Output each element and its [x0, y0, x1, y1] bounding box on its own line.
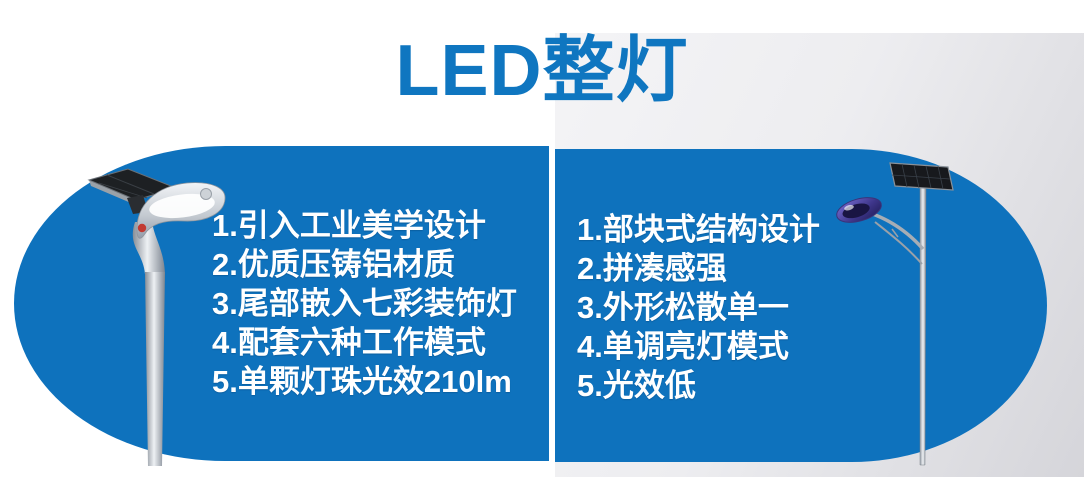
feature-item: 2.优质压铸铝材质 [212, 247, 455, 282]
feature-item: 3.尾部嵌入七彩装饰灯 [212, 286, 517, 321]
slide-title: LED整灯 [395, 31, 689, 111]
arm-strut [874, 221, 923, 265]
left-feature-list: 1.引入工业美学设计 2.优质压铸铝材质 3.尾部嵌入七彩装饰灯 4.配套六种工… [212, 206, 517, 401]
lamp-pole [919, 186, 927, 466]
modern-led-street-lamp-icon [87, 168, 226, 466]
feature-item: 4.配套六种工作模式 [212, 325, 486, 360]
head-sensor [200, 188, 212, 200]
solar-street-lamp-icon [836, 162, 954, 466]
feature-item: 2.拼凑感强 [577, 251, 727, 286]
feature-item: 1.引入工业美学设计 [212, 208, 486, 243]
solar-panel [889, 162, 954, 191]
lamp-pole [145, 272, 165, 466]
red-indicator [137, 223, 147, 233]
right-feature-panel [555, 149, 1047, 462]
lamp-head [836, 197, 882, 223]
panel-edge [89, 180, 138, 206]
feature-item: 4.单调亮灯模式 [577, 329, 789, 364]
lamp-arm [869, 211, 925, 251]
lamp-glow [149, 193, 215, 219]
feature-item: 5.光效低 [577, 368, 696, 403]
feature-item: 3.外形松散单一 [577, 290, 789, 325]
feature-item: 1.部块式结构设计 [577, 212, 820, 247]
feature-item: 5.单颗灯珠光效210lm [212, 364, 512, 399]
right-feature-list: 1.部块式结构设计 2.拼凑感强 3.外形松散单一 4.单调亮灯模式 5.光效低 [577, 210, 820, 405]
left-feature-panel [14, 146, 549, 461]
